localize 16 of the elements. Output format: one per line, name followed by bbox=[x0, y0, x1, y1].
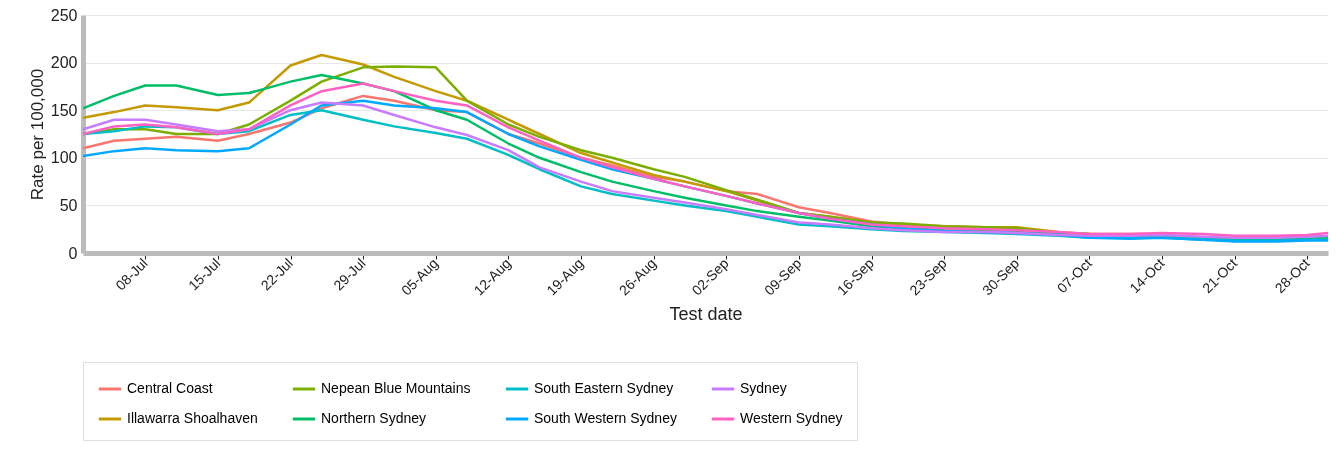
legend-label: South Western Sydney bbox=[534, 410, 677, 426]
legend-label: Sydney bbox=[740, 380, 787, 396]
legend-label: Northern Sydney bbox=[321, 410, 427, 426]
legend-label: Western Sydney bbox=[740, 410, 843, 426]
legend-label: South Eastern Sydney bbox=[534, 380, 674, 396]
legend-label: Central Coast bbox=[127, 380, 213, 396]
legend-label: Nepean Blue Mountains bbox=[321, 380, 471, 396]
y-tick-label: 100 bbox=[50, 149, 78, 167]
x-axis-title: Test date bbox=[669, 304, 743, 325]
y-tick-label: 0 bbox=[68, 244, 78, 262]
legend-label: Illawarra Shoalhaven bbox=[127, 410, 258, 426]
y-tick-label: 50 bbox=[59, 196, 78, 214]
y-tick-label: 250 bbox=[50, 6, 78, 24]
y-tick-label: 200 bbox=[50, 54, 78, 72]
y-tick-label: 150 bbox=[50, 101, 78, 119]
y-axis-title: Rate per 100,000 bbox=[27, 68, 47, 201]
